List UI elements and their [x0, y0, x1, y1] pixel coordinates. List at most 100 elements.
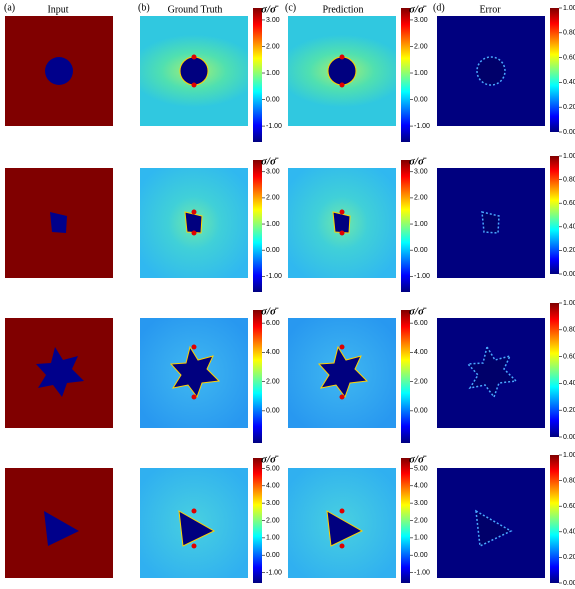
colorbar-tick-label: 0.20: [563, 407, 575, 414]
inclusion: [36, 347, 84, 397]
hotspot: [339, 508, 345, 514]
colorbar-tick-label: 6.00: [414, 320, 428, 327]
panel-label: (a): [4, 2, 15, 13]
colorbar-tick-label: 2.00: [266, 43, 280, 50]
colorbar-tick-label: 2.00: [266, 517, 280, 524]
colorbar-tick-label: 5.00: [414, 465, 428, 472]
colorbar-tick-label: 0.20: [563, 247, 575, 254]
hotspot: [339, 394, 345, 400]
colorbar-tick-label: -1.00: [266, 273, 282, 280]
colorbar-tick-label: 4.00: [414, 349, 428, 356]
colorbar: [401, 8, 410, 142]
colorbar-tick-label: -1.00: [414, 273, 430, 280]
colorbar-label: σ/σ̄: [261, 4, 279, 16]
colorbar-tick-label: 0.00: [563, 129, 575, 136]
colorbar-tick-label: 0.80: [563, 477, 575, 484]
colorbar: [253, 160, 262, 292]
inclusion-group: [332, 209, 351, 236]
panel-title: Input: [47, 4, 68, 15]
panel-label: (c): [285, 2, 296, 13]
colorbar-tick-label: 1.00: [414, 221, 428, 228]
colorbar-tick-label: 0.00: [266, 408, 280, 415]
colorbar-tick-label: 1.00: [563, 300, 575, 307]
hotspot: [191, 508, 197, 514]
colorbar-tick-label: 0.00: [563, 271, 575, 278]
hotspot: [339, 344, 345, 350]
colorbar-tick-label: 1.00: [414, 535, 428, 542]
colorbar-tick-label: 6.00: [266, 320, 280, 327]
colorbar: [253, 310, 262, 443]
inclusion: [45, 57, 73, 85]
hotspot: [339, 209, 345, 215]
colorbar-label: σ/σ̄: [409, 306, 427, 318]
colorbar-tick-label: 0.40: [563, 79, 575, 86]
colorbar: [550, 8, 559, 132]
colorbar-tick-label: 0.20: [563, 104, 575, 111]
panel-title: Prediction: [322, 4, 363, 15]
colorbar-tick-label: 0.60: [563, 200, 575, 207]
colorbar-tick-label: 0.00: [414, 552, 428, 559]
inclusion: [326, 510, 364, 547]
colorbar-tick-label: 3.00: [266, 500, 280, 507]
panel-label: (d): [433, 2, 445, 13]
colorbar-tick-label: 0.00: [266, 552, 280, 559]
colorbar-tick-label: 1.00: [266, 221, 280, 228]
inclusion: [327, 56, 357, 86]
hotspot: [339, 543, 345, 549]
colorbar-tick-label: 4.00: [266, 483, 280, 490]
inclusion-group: [169, 344, 221, 400]
colorbar: [401, 458, 410, 583]
colorbar-tick-label: 0.00: [266, 96, 280, 103]
error-ring: [476, 56, 506, 86]
error-outline: [475, 509, 513, 548]
colorbar-tick-label: 3.00: [414, 17, 428, 24]
colorbar-label: σ/σ̄: [409, 454, 427, 466]
hotspot: [191, 230, 197, 236]
colorbar-tick-label: 3.00: [266, 169, 280, 176]
colorbar-tick-label: 0.80: [563, 327, 575, 334]
inclusion-group: [179, 54, 209, 88]
colorbar-tick-label: 0.00: [563, 580, 575, 587]
colorbar-tick-label: 0.60: [563, 353, 575, 360]
colorbar-tick-label: -1.00: [414, 123, 430, 130]
colorbar-tick-label: 1.00: [414, 70, 428, 77]
error-ring: [481, 211, 500, 234]
colorbar: [550, 455, 559, 583]
colorbar-tick-label: 1.00: [266, 535, 280, 542]
error-outline: [481, 211, 500, 234]
inclusion-group: [178, 508, 216, 549]
hotspot: [339, 82, 345, 88]
colorbar-tick-label: 1.00: [563, 452, 575, 459]
hotspot: [191, 394, 197, 400]
colorbar-label: σ/σ̄: [409, 4, 427, 16]
colorbar: [253, 8, 262, 142]
colorbar-tick-label: 2.00: [414, 517, 428, 524]
inclusion: [332, 211, 351, 234]
colorbar-tick-label: 0.80: [563, 176, 575, 183]
inclusion-group: [327, 54, 357, 88]
colorbar-tick-label: 5.00: [266, 465, 280, 472]
colorbar-label: σ/σ̄: [261, 454, 279, 466]
colorbar-label: σ/σ̄: [261, 156, 279, 168]
panel-label: (b): [138, 2, 150, 13]
colorbar-tick-label: 0.40: [563, 224, 575, 231]
colorbar-tick-label: 1.00: [563, 5, 575, 12]
colorbar-tick-label: 0.00: [414, 408, 428, 415]
colorbar-tick-label: 2.00: [414, 195, 428, 202]
colorbar-tick-label: 0.20: [563, 554, 575, 561]
panel-title: Error: [479, 4, 501, 15]
error-ring: [466, 345, 518, 399]
inclusion: [317, 345, 369, 399]
colorbar-tick-label: 1.00: [266, 70, 280, 77]
inclusion: [179, 56, 209, 86]
colorbar: [550, 156, 559, 274]
colorbar-tick-label: 2.00: [414, 378, 428, 385]
error-outline: [466, 345, 518, 399]
inclusion: [184, 211, 203, 234]
colorbar-tick-label: 3.00: [414, 500, 428, 507]
panel-title: Ground Truth: [168, 4, 223, 15]
colorbar-tick-label: 3.00: [414, 169, 428, 176]
colorbar-tick-label: 0.40: [563, 380, 575, 387]
colorbar-tick-label: 0.60: [563, 54, 575, 61]
